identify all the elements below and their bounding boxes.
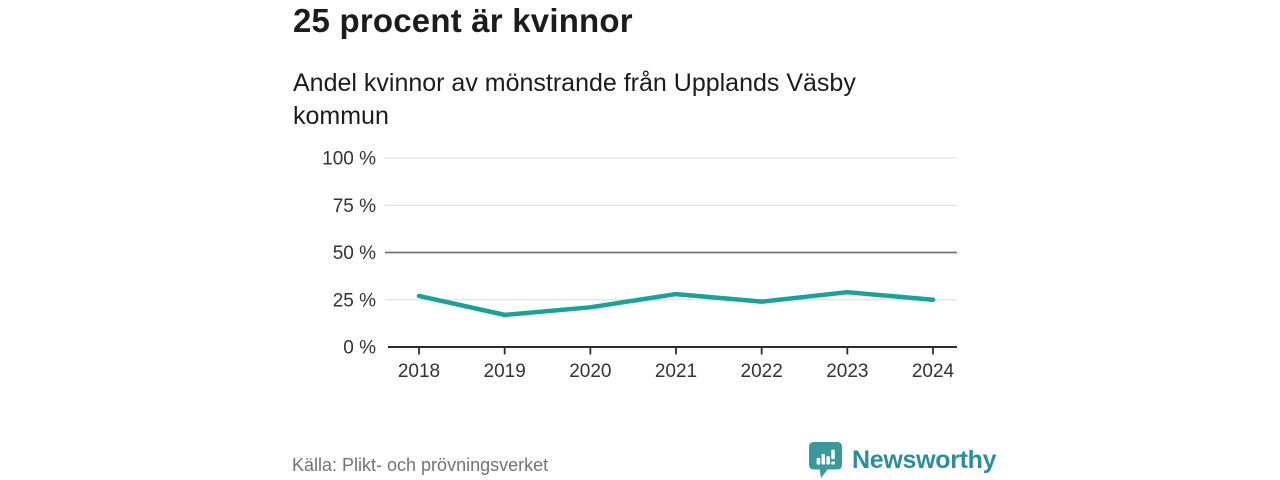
x-tick-label: 2020 — [569, 361, 611, 382]
chart-subtitle-line-2: kommun — [293, 102, 389, 130]
newsworthy-icon — [809, 442, 842, 478]
y-tick-label: 0 % — [343, 338, 376, 359]
chart-subtitle: Andel kvinnor av mönstrande från Uppland… — [293, 67, 856, 133]
y-tick-label: 100 % — [322, 149, 376, 170]
x-tick-label: 2019 — [484, 361, 526, 382]
line-chart: 0 % 25 % 50 % 75 % 100 % 2018 2019 2020 2021 2022… — [322, 149, 957, 382]
chart-subtitle-line-1: Andel kvinnor av mönstrande från Uppland… — [293, 69, 856, 97]
newsworthy-wordmark: Newsworthy — [852, 445, 997, 474]
newsworthy-logo: Newsworthy — [808, 441, 997, 479]
x-tick-label: 2023 — [826, 361, 868, 382]
y-tick-label: 25 % — [333, 290, 376, 311]
y-tick-label: 50 % — [333, 243, 376, 264]
data-line — [416, 289, 936, 318]
y-tick-label: 75 % — [333, 196, 376, 217]
x-tick-label: 2024 — [912, 361, 955, 382]
x-tick-label: 2018 — [398, 361, 440, 382]
x-tick-label: 2021 — [655, 361, 697, 382]
source-note: Källa: Plikt- och prövningsverket — [292, 455, 549, 475]
x-tick-label: 2022 — [741, 361, 783, 382]
chart-title: 25 procent är kvinnor — [293, 2, 633, 39]
